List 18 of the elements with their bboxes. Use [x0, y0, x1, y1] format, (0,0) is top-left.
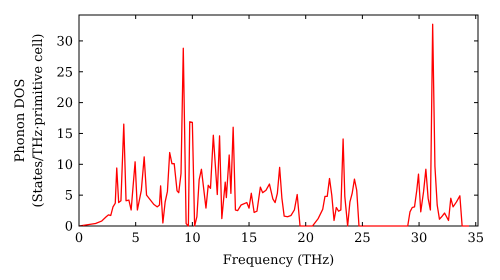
y-tick-label: 20: [56, 96, 73, 112]
y-axis-title: Phonon DOS (States/THz·primitive cell): [13, 33, 46, 208]
y-tick-label: 10: [56, 158, 73, 173]
x-tick-label: 25: [354, 231, 371, 246]
x-tick-label: 35: [467, 231, 484, 246]
y-tick-label: 5: [64, 188, 73, 204]
x-tick-label: 0: [74, 231, 84, 246]
y-tick-label: 15: [56, 126, 73, 142]
y-tick-label: 25: [56, 65, 73, 80]
y-tick-label: 30: [56, 34, 73, 50]
line-series: [78, 24, 470, 227]
x-axis-title: Frequency (THz): [222, 253, 334, 268]
x-tick-label: 20: [297, 231, 314, 246]
x-tick-label: 30: [410, 231, 428, 246]
x-tick-label: 15: [240, 231, 258, 246]
x-tick-label: 5: [132, 231, 140, 246]
y-tick-label: 0: [64, 220, 73, 234]
x-tick-label: 10: [184, 231, 201, 246]
